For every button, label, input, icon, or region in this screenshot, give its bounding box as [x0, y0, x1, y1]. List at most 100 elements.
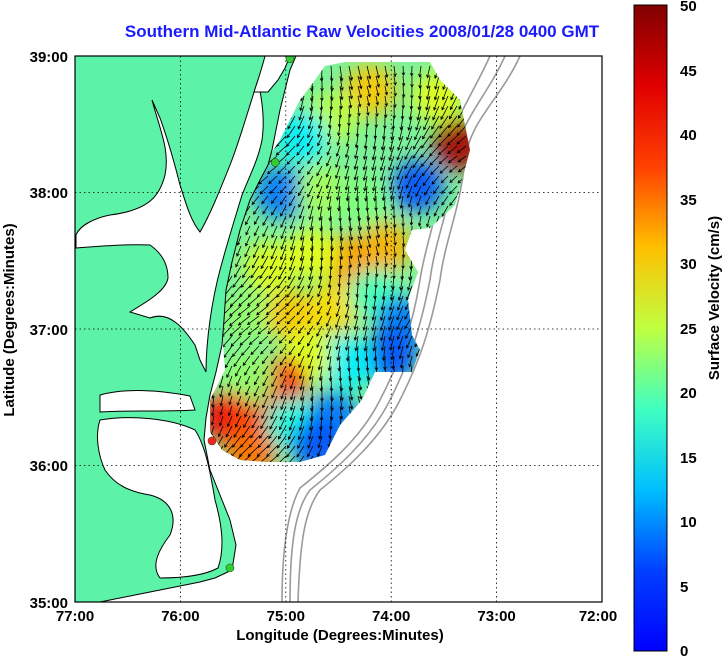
velocity-arrow	[211, 395, 215, 408]
velocity-arrow	[297, 315, 305, 325]
velocity-arrow	[389, 135, 395, 151]
velocity-arrow	[259, 185, 269, 195]
velocity-arrow	[257, 325, 269, 335]
velocity-arrow	[260, 345, 269, 355]
velocity-arrow	[262, 365, 269, 375]
velocity-arrow	[366, 235, 372, 249]
velocity-arrow	[336, 135, 341, 147]
velocity-arrow	[307, 125, 314, 139]
velocity-arrow	[407, 115, 413, 131]
velocity-arrow	[298, 205, 305, 220]
velocity-arrow	[371, 305, 377, 321]
velocity-arrow	[353, 325, 359, 341]
velocity-arrow	[421, 135, 431, 149]
velocity-arrow	[348, 65, 354, 81]
velocity-arrow	[425, 85, 431, 101]
velocity-arrow	[401, 75, 406, 87]
velocity-arrow	[362, 165, 368, 182]
velocity-arrow	[245, 215, 251, 226]
y-tick-label: 36:00	[30, 458, 68, 475]
velocity-arrow	[433, 195, 440, 206]
velocity-arrow	[254, 375, 260, 386]
velocity-arrow	[299, 225, 305, 242]
velocity-arrow	[288, 185, 296, 195]
velocity-arrow	[286, 125, 296, 139]
velocity-arrow	[336, 345, 341, 362]
velocity-arrow	[252, 245, 260, 259]
velocity-arrow	[344, 315, 350, 330]
velocity-arrow	[229, 325, 242, 337]
velocity-arrow	[243, 255, 251, 269]
velocity-arrow	[253, 385, 260, 397]
velocity-arrow	[344, 325, 350, 341]
velocity-arrow	[297, 175, 305, 185]
velocity-arrow	[268, 425, 278, 440]
velocity-arrow	[258, 425, 269, 439]
velocity-arrow	[405, 175, 413, 189]
velocity-arrow	[357, 75, 363, 90]
velocity-arrow	[308, 365, 314, 381]
velocity-arrow	[256, 285, 269, 298]
velocity-arrow	[406, 335, 413, 349]
velocity-arrow	[366, 95, 371, 107]
velocity-arrow	[296, 285, 305, 298]
velocity-arrow	[210, 415, 215, 426]
velocity-arrow	[298, 355, 305, 369]
velocity-arrow	[317, 135, 323, 147]
velocity-arrow	[227, 405, 233, 417]
velocity-arrow	[437, 135, 449, 147]
velocity-arrow	[327, 125, 332, 138]
velocity-arrow	[251, 255, 260, 269]
x-tick-label: 74:00	[372, 608, 410, 625]
velocity-arrow	[297, 335, 305, 346]
velocity-arrow	[348, 255, 353, 269]
velocity-arrow	[286, 445, 296, 458]
velocity-arrow	[339, 405, 344, 420]
velocity-arrow	[383, 265, 388, 279]
velocity-arrow	[399, 355, 404, 369]
velocity-arrow	[269, 415, 278, 430]
velocity-arrow	[425, 205, 431, 217]
velocity-arrow	[265, 305, 278, 316]
velocity-arrow	[408, 265, 413, 281]
velocity-arrow	[399, 275, 404, 291]
velocity-arrow	[297, 275, 305, 290]
velocity-arrow	[262, 385, 269, 398]
velocity-arrow	[267, 275, 278, 289]
velocity-arrow	[316, 315, 323, 326]
velocity-arrow	[317, 285, 323, 298]
velocity-arrow	[327, 195, 332, 212]
velocity-arrow	[449, 105, 458, 120]
velocity-arrow	[413, 165, 422, 178]
velocity-arrow	[327, 115, 332, 129]
x-tick-label: 75:00	[267, 608, 305, 625]
velocity-arrow	[276, 315, 287, 325]
velocity-arrow	[326, 185, 332, 201]
velocity-arrow	[317, 445, 323, 458]
velocity-arrow	[357, 235, 363, 250]
colorbar-tick-label: 25	[680, 321, 697, 338]
velocity-arrow	[412, 145, 422, 159]
speed-region	[222, 289, 275, 342]
velocity-arrow	[236, 395, 242, 407]
velocity-arrow	[233, 425, 242, 438]
velocity-arrow	[375, 65, 380, 79]
velocity-arrow	[383, 105, 388, 119]
speed-region	[391, 159, 444, 212]
velocity-arrow	[339, 225, 344, 242]
velocity-arrow	[344, 175, 350, 191]
velocity-arrow	[279, 345, 287, 355]
velocity-arrow	[316, 325, 323, 337]
colorbar-ticks: 50 45 40 35 30 25 20 15 10 5 0	[680, 0, 697, 659]
velocity-arrow	[346, 285, 350, 297]
velocity-arrow	[226, 415, 233, 428]
velocity-arrow	[357, 245, 362, 259]
velocity-arrow	[388, 145, 395, 161]
velocity-arrow	[289, 215, 296, 230]
velocity-arrow	[357, 215, 362, 231]
velocity-arrow	[380, 175, 386, 192]
velocity-arrow	[384, 215, 389, 229]
velocity-arrow	[299, 235, 305, 252]
velocity-arrow	[296, 145, 305, 156]
